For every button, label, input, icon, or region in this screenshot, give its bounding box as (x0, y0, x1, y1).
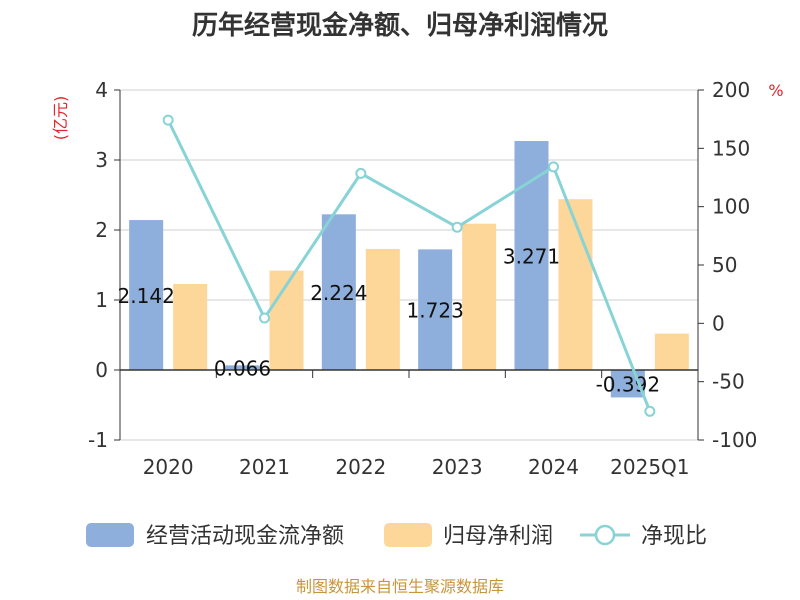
bar-net-profit-2022[interactable] (365, 248, 400, 370)
bars (129, 141, 689, 398)
x-tick-label-2021: 2021 (239, 455, 290, 479)
right-tick-label: 200 (712, 78, 750, 102)
left-axis: -1 0 1 2 3 4 (88, 78, 120, 452)
ratio-point-2021[interactable] (259, 312, 270, 324)
right-tick-label: -100 (712, 428, 757, 452)
bar-net-profit-2025Q1[interactable] (654, 333, 689, 370)
legend-item-cashflow[interactable]: 经营活动现金流净额 (86, 523, 344, 549)
bar-net-profit-2020[interactable] (173, 283, 208, 370)
grid-lines (120, 89, 698, 441)
bar-cashflow-2021[interactable] (225, 365, 260, 370)
right-tick-label: 150 (712, 136, 750, 160)
legend-label-ratio: 净现比 (641, 524, 707, 549)
legend-marker-ratio (594, 524, 616, 546)
x-tick-label-2024: 2024 (528, 455, 579, 479)
left-tick-label: 2 (95, 218, 108, 242)
chart-title: 历年经营现金净额、归母净利润情况 (192, 10, 608, 41)
x-tick-label-2025Q1: 2025Q1 (610, 455, 689, 479)
data-label-cashflow-2021: 0.066 (214, 357, 271, 381)
left-tick-label: 0 (95, 358, 108, 382)
right-axis: -100 -50 0 50 100 150 200 (698, 78, 757, 452)
ratio-point-2023[interactable] (451, 221, 463, 233)
legend-item-net-profit[interactable]: 归母净利润 (384, 523, 553, 549)
bar-net-profit-2024[interactable] (558, 199, 593, 370)
x-tick-label-2022: 2022 (335, 455, 386, 479)
source-note: 制图数据来自恒生聚源数据库 (296, 577, 504, 596)
right-tick-label: 0 (712, 311, 725, 335)
bar-cashflow-2022[interactable] (321, 214, 356, 370)
data-label-cashflow-2022: 2.224 (310, 281, 367, 305)
legend-swatch-net-profit (384, 523, 432, 547)
right-tick-label: 50 (712, 253, 737, 277)
legend-label-cashflow: 经营活动现金流净额 (146, 524, 344, 549)
right-tick-label: -50 (712, 370, 745, 394)
right-axis-unit: % (768, 81, 783, 100)
left-axis-unit: (亿元) (51, 96, 70, 141)
left-tick-label: -1 (88, 428, 108, 452)
left-tick-label: 3 (95, 148, 108, 172)
data-labels: 2.142 0.066 2.224 1.723 3.271 -0.392 (118, 245, 661, 397)
left-tick-label: 1 (95, 288, 108, 312)
legend-label-net-profit: 归母净利润 (443, 524, 553, 549)
bar-cashflow-2020[interactable] (129, 220, 164, 370)
left-tick-label: 4 (95, 78, 108, 102)
x-tick-label-2020: 2020 (143, 455, 194, 479)
ratio-point-2020[interactable] (162, 114, 174, 126)
data-label-cashflow-2023: 1.723 (407, 299, 464, 323)
x-tick-label-2023: 2023 (432, 455, 483, 479)
data-label-cashflow-2020: 2.142 (118, 284, 175, 308)
ratio-point-2024[interactable] (548, 161, 559, 173)
ratio-point-2022[interactable] (355, 167, 367, 179)
x-axis: 2020 2021 2022 2023 2024 2025Q1 (143, 455, 690, 479)
data-label-cashflow-2025Q1: -0.392 (596, 372, 660, 396)
right-tick-label: 100 (712, 195, 750, 219)
legend-item-ratio[interactable]: 净现比 (580, 524, 707, 549)
legend-swatch-cashflow (86, 523, 134, 547)
ratio-line-path (166, 119, 652, 412)
ratio-point-2025Q1[interactable] (644, 405, 656, 417)
legend: 经营活动现金流净额 归母净利润 净现比 (86, 523, 707, 549)
bar-net-profit-2023[interactable] (462, 223, 497, 370)
bar-cashflow-2023[interactable] (418, 249, 453, 370)
data-label-cashflow-2024: 3.271 (503, 245, 560, 269)
axis-lines (119, 90, 699, 440)
ratio-series (162, 114, 656, 417)
